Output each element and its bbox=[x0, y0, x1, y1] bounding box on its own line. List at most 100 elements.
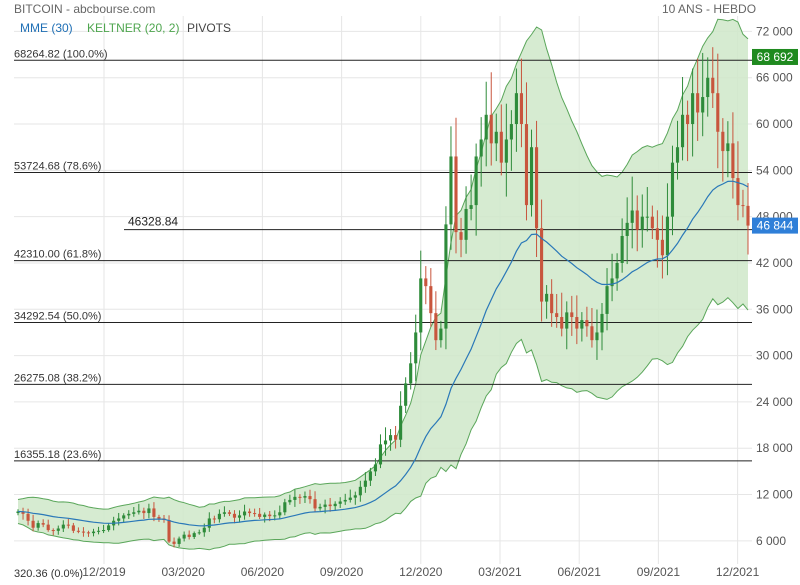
candle-body bbox=[333, 503, 337, 507]
x-tick-label: 03/2020 bbox=[162, 565, 206, 579]
candle-body bbox=[741, 205, 745, 207]
y-tick-label: 72 000 bbox=[756, 24, 793, 38]
candle-body bbox=[207, 518, 211, 528]
candle-body bbox=[464, 208, 468, 240]
range-label[interactable]: 10 ANS - HEBDO bbox=[662, 2, 757, 16]
candle-body bbox=[721, 131, 725, 152]
candle-body bbox=[504, 139, 508, 163]
candle-body bbox=[706, 77, 710, 98]
ema-line bbox=[17, 180, 749, 527]
candle-body bbox=[479, 139, 483, 157]
candle-body bbox=[16, 511, 20, 514]
candle-body bbox=[570, 312, 574, 318]
candle-body bbox=[323, 504, 327, 507]
x-tick-label: 09/2021 bbox=[637, 565, 681, 579]
candle-body bbox=[665, 216, 670, 256]
candle-body bbox=[424, 278, 428, 287]
candle-body bbox=[242, 511, 247, 516]
candle-body bbox=[439, 328, 443, 341]
candle-body bbox=[308, 496, 312, 500]
candle-body bbox=[132, 512, 136, 514]
candle-body bbox=[152, 508, 156, 517]
candle-body bbox=[182, 534, 186, 539]
x-tick-label: 03/2021 bbox=[478, 565, 522, 579]
candle-body bbox=[394, 435, 398, 440]
candle-body bbox=[731, 143, 735, 179]
candle-body bbox=[86, 532, 91, 534]
candle-body bbox=[237, 515, 242, 518]
candle-body bbox=[419, 278, 423, 333]
candle-body bbox=[278, 512, 282, 516]
candle-body bbox=[494, 131, 498, 144]
candle-body bbox=[343, 499, 347, 502]
candle-body bbox=[353, 495, 357, 498]
candle-body bbox=[36, 523, 40, 528]
candle-body bbox=[51, 530, 55, 532]
candle-body bbox=[701, 97, 705, 113]
y-tick-label: 18 000 bbox=[756, 441, 793, 455]
candle-body bbox=[630, 210, 634, 223]
candle-body bbox=[650, 216, 654, 229]
candle-body bbox=[454, 156, 458, 233]
candle-body bbox=[232, 513, 237, 518]
candle-body bbox=[670, 162, 675, 217]
x-tick-label: 06/2021 bbox=[558, 565, 602, 579]
candle-body bbox=[217, 513, 221, 520]
candle-body bbox=[258, 513, 262, 517]
x-tick-label: 12/2020 bbox=[399, 565, 443, 579]
candle-body bbox=[192, 533, 196, 537]
candle-body bbox=[303, 496, 307, 498]
candle-body bbox=[434, 313, 438, 341]
candle-body bbox=[635, 210, 639, 230]
y-tick-label: 30 000 bbox=[756, 349, 793, 363]
high-price-label: 68 692 bbox=[757, 50, 794, 64]
high-price-tag bbox=[752, 48, 798, 65]
y-tick-label: 36 000 bbox=[756, 302, 793, 316]
candle-body bbox=[580, 320, 584, 329]
candle-body bbox=[680, 114, 685, 148]
candle-body bbox=[293, 496, 297, 500]
candle-body bbox=[187, 534, 191, 537]
candle-body bbox=[212, 518, 216, 520]
candle-body bbox=[263, 514, 267, 517]
candle-body bbox=[172, 541, 176, 544]
candle-body bbox=[21, 511, 25, 514]
candle-body bbox=[76, 530, 80, 532]
candle-body bbox=[328, 504, 332, 507]
fib-level-label: 42310.00 (61.8%) bbox=[14, 249, 101, 261]
candle-body bbox=[358, 486, 362, 496]
legend-pivots[interactable]: PIVOTS bbox=[187, 21, 232, 35]
candle-body bbox=[615, 262, 619, 279]
candle-body bbox=[686, 114, 690, 125]
candle-body bbox=[540, 228, 544, 302]
candle-body bbox=[61, 524, 65, 529]
candle-body bbox=[519, 93, 524, 125]
candle-body bbox=[404, 383, 408, 406]
candle-body bbox=[137, 510, 141, 513]
candle-body bbox=[645, 216, 649, 218]
candle-body bbox=[283, 502, 287, 513]
candle-body bbox=[585, 320, 589, 327]
candle-body bbox=[414, 332, 418, 364]
candle-body bbox=[117, 518, 121, 521]
candle-body bbox=[81, 531, 86, 533]
y-tick-label: 66 000 bbox=[756, 71, 793, 85]
candle-body bbox=[248, 511, 252, 514]
candle-body bbox=[197, 532, 201, 534]
candle-body bbox=[484, 114, 488, 140]
y-tick-label: 12 000 bbox=[756, 488, 793, 502]
candle-body bbox=[509, 124, 513, 140]
legend-keltner[interactable]: KELTNER (20, 2) bbox=[87, 21, 180, 35]
candle-body bbox=[625, 222, 629, 236]
candle-body bbox=[373, 464, 378, 472]
last-price-label: 46 844 bbox=[757, 219, 794, 233]
x-tick-label: 12/2021 bbox=[716, 565, 760, 579]
candle-body bbox=[348, 497, 352, 500]
candle-body bbox=[399, 405, 403, 440]
candle-body bbox=[560, 317, 564, 329]
legend-ema[interactable]: MME (30) bbox=[20, 21, 73, 35]
candle-body bbox=[298, 496, 302, 498]
candle-body bbox=[660, 239, 664, 256]
fib-level-label: 53724.68 (78.6%) bbox=[14, 160, 101, 172]
